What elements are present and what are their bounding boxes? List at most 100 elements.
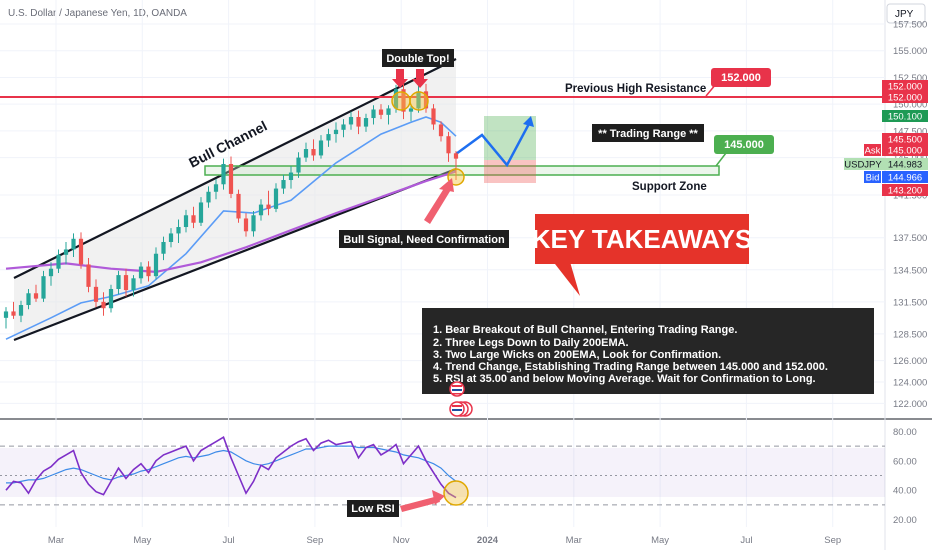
candle[interactable]: [33, 284, 39, 302]
us-event-flag-icon[interactable]: [449, 381, 465, 397]
candle[interactable]: [296, 152, 301, 178]
candle[interactable]: [131, 275, 136, 297]
candle[interactable]: [326, 128, 331, 147]
support-badge[interactable]: 145.000: [714, 135, 774, 154]
candle[interactable]: [258, 199, 264, 221]
candle[interactable]: [41, 270, 46, 302]
candle[interactable]: [191, 206, 196, 229]
candle[interactable]: [221, 158, 226, 190]
bull-channel-upper-line[interactable]: [13, 58, 457, 279]
takeaway-item-4: 4. Trend Change, Establishing Trading Ra…: [433, 361, 828, 373]
candle[interactable]: [176, 219, 181, 244]
candle-body: [408, 108, 414, 112]
double-top-label[interactable]: Double Top!: [382, 49, 454, 67]
price-label-badge[interactable]: USDJPY: [844, 158, 882, 171]
candle[interactable]: [251, 211, 256, 237]
candle[interactable]: [348, 111, 354, 130]
candle[interactable]: [213, 178, 219, 200]
candle[interactable]: [161, 236, 166, 261]
candle[interactable]: [71, 233, 76, 257]
candle[interactable]: [108, 284, 114, 313]
candle[interactable]: [236, 189, 241, 223]
ema-200-line[interactable]: [5, 170, 457, 274]
candle[interactable]: [333, 122, 339, 143]
candle[interactable]: [123, 268, 129, 297]
rsi-ma-line[interactable]: [6, 445, 457, 484]
price-label-badge[interactable]: 143.200: [882, 184, 928, 197]
candle[interactable]: [446, 131, 451, 162]
candle[interactable]: [93, 279, 99, 308]
price-label-badge[interactable]: Ask: [864, 144, 881, 157]
candle[interactable]: [11, 301, 16, 319]
candle[interactable]: [386, 105, 391, 125]
candle[interactable]: [138, 262, 144, 284]
candles[interactable]: [3, 83, 459, 329]
candle[interactable]: [431, 104, 436, 130]
currency-button[interactable]: JPY: [886, 3, 926, 24]
candle[interactable]: [183, 209, 189, 233]
candle-body: [363, 118, 369, 127]
resistance-badge[interactable]: 152.000: [711, 68, 771, 87]
candle[interactable]: [48, 262, 54, 286]
price-label-badge[interactable]: 152.000: [882, 91, 928, 104]
low-rsi-label[interactable]: Low RSI: [347, 500, 399, 517]
candle[interactable]: [266, 190, 271, 216]
price-label-badge[interactable]: 150.100: [882, 110, 928, 123]
candle[interactable]: [243, 213, 249, 237]
candle[interactable]: [63, 241, 69, 265]
candle[interactable]: [416, 85, 421, 113]
candle[interactable]: [116, 270, 121, 295]
candle[interactable]: [206, 186, 211, 208]
candle[interactable]: [303, 142, 309, 162]
support-zone-box[interactable]: [204, 165, 720, 176]
candle[interactable]: [228, 156, 234, 199]
candle[interactable]: [78, 232, 84, 269]
candle-body: [198, 202, 204, 223]
candle[interactable]: [281, 174, 286, 194]
price-label-badge[interactable]: 145.500: [882, 133, 928, 146]
candle[interactable]: [378, 104, 384, 120]
candle[interactable]: [363, 113, 369, 132]
candle[interactable]: [318, 135, 324, 159]
candle[interactable]: [168, 228, 174, 248]
time-tick-label: May: [651, 535, 669, 546]
candle[interactable]: [311, 139, 316, 161]
candle[interactable]: [288, 166, 294, 189]
rsi-line[interactable]: [5, 436, 457, 499]
candle[interactable]: [101, 292, 106, 316]
candle[interactable]: [438, 121, 444, 142]
candle[interactable]: [198, 197, 204, 226]
takeaways-box[interactable]: 1. Bear Breakout of Bull Channel, Enteri…: [422, 308, 874, 394]
candle[interactable]: [273, 183, 279, 213]
price-label-badge[interactable]: 144.983: [882, 158, 928, 171]
bull-signal-label[interactable]: Bull Signal, Need Confirmation: [339, 230, 509, 248]
price-label-badge[interactable]: 145.000: [882, 144, 928, 157]
candle[interactable]: [26, 288, 31, 310]
price-label-badge[interactable]: 152.000: [882, 80, 928, 93]
candle[interactable]: [401, 83, 406, 120]
price-label-badge[interactable]: 144.966: [882, 171, 928, 184]
key-takeaways-banner[interactable]: KEY TAKEAWAYS: [532, 214, 753, 264]
candle[interactable]: [453, 151, 459, 181]
price-label-text: Bid: [866, 173, 880, 184]
long-position-stop[interactable]: [484, 160, 536, 183]
candle[interactable]: [341, 119, 346, 138]
projection-path[interactable]: [455, 119, 533, 168]
rsi-tick-label: 60.00: [893, 456, 917, 467]
candle[interactable]: [56, 249, 61, 273]
candle[interactable]: [18, 300, 24, 323]
us-event-flag-stack-icon[interactable]: [449, 401, 473, 417]
support-zone-label: Support Zone: [632, 181, 707, 193]
candle-body: [116, 275, 121, 289]
candle[interactable]: [153, 247, 159, 280]
time-tick-label: Sep: [824, 535, 841, 546]
price-label-badge[interactable]: Bid: [864, 171, 881, 184]
candle[interactable]: [146, 261, 151, 282]
candle[interactable]: [3, 307, 9, 329]
candle[interactable]: [356, 110, 361, 135]
candle[interactable]: [86, 258, 91, 293]
candle[interactable]: [423, 83, 429, 113]
trading-range-label[interactable]: ** Trading Range **: [592, 124, 704, 142]
candle[interactable]: [408, 104, 414, 122]
candle[interactable]: [371, 105, 376, 125]
